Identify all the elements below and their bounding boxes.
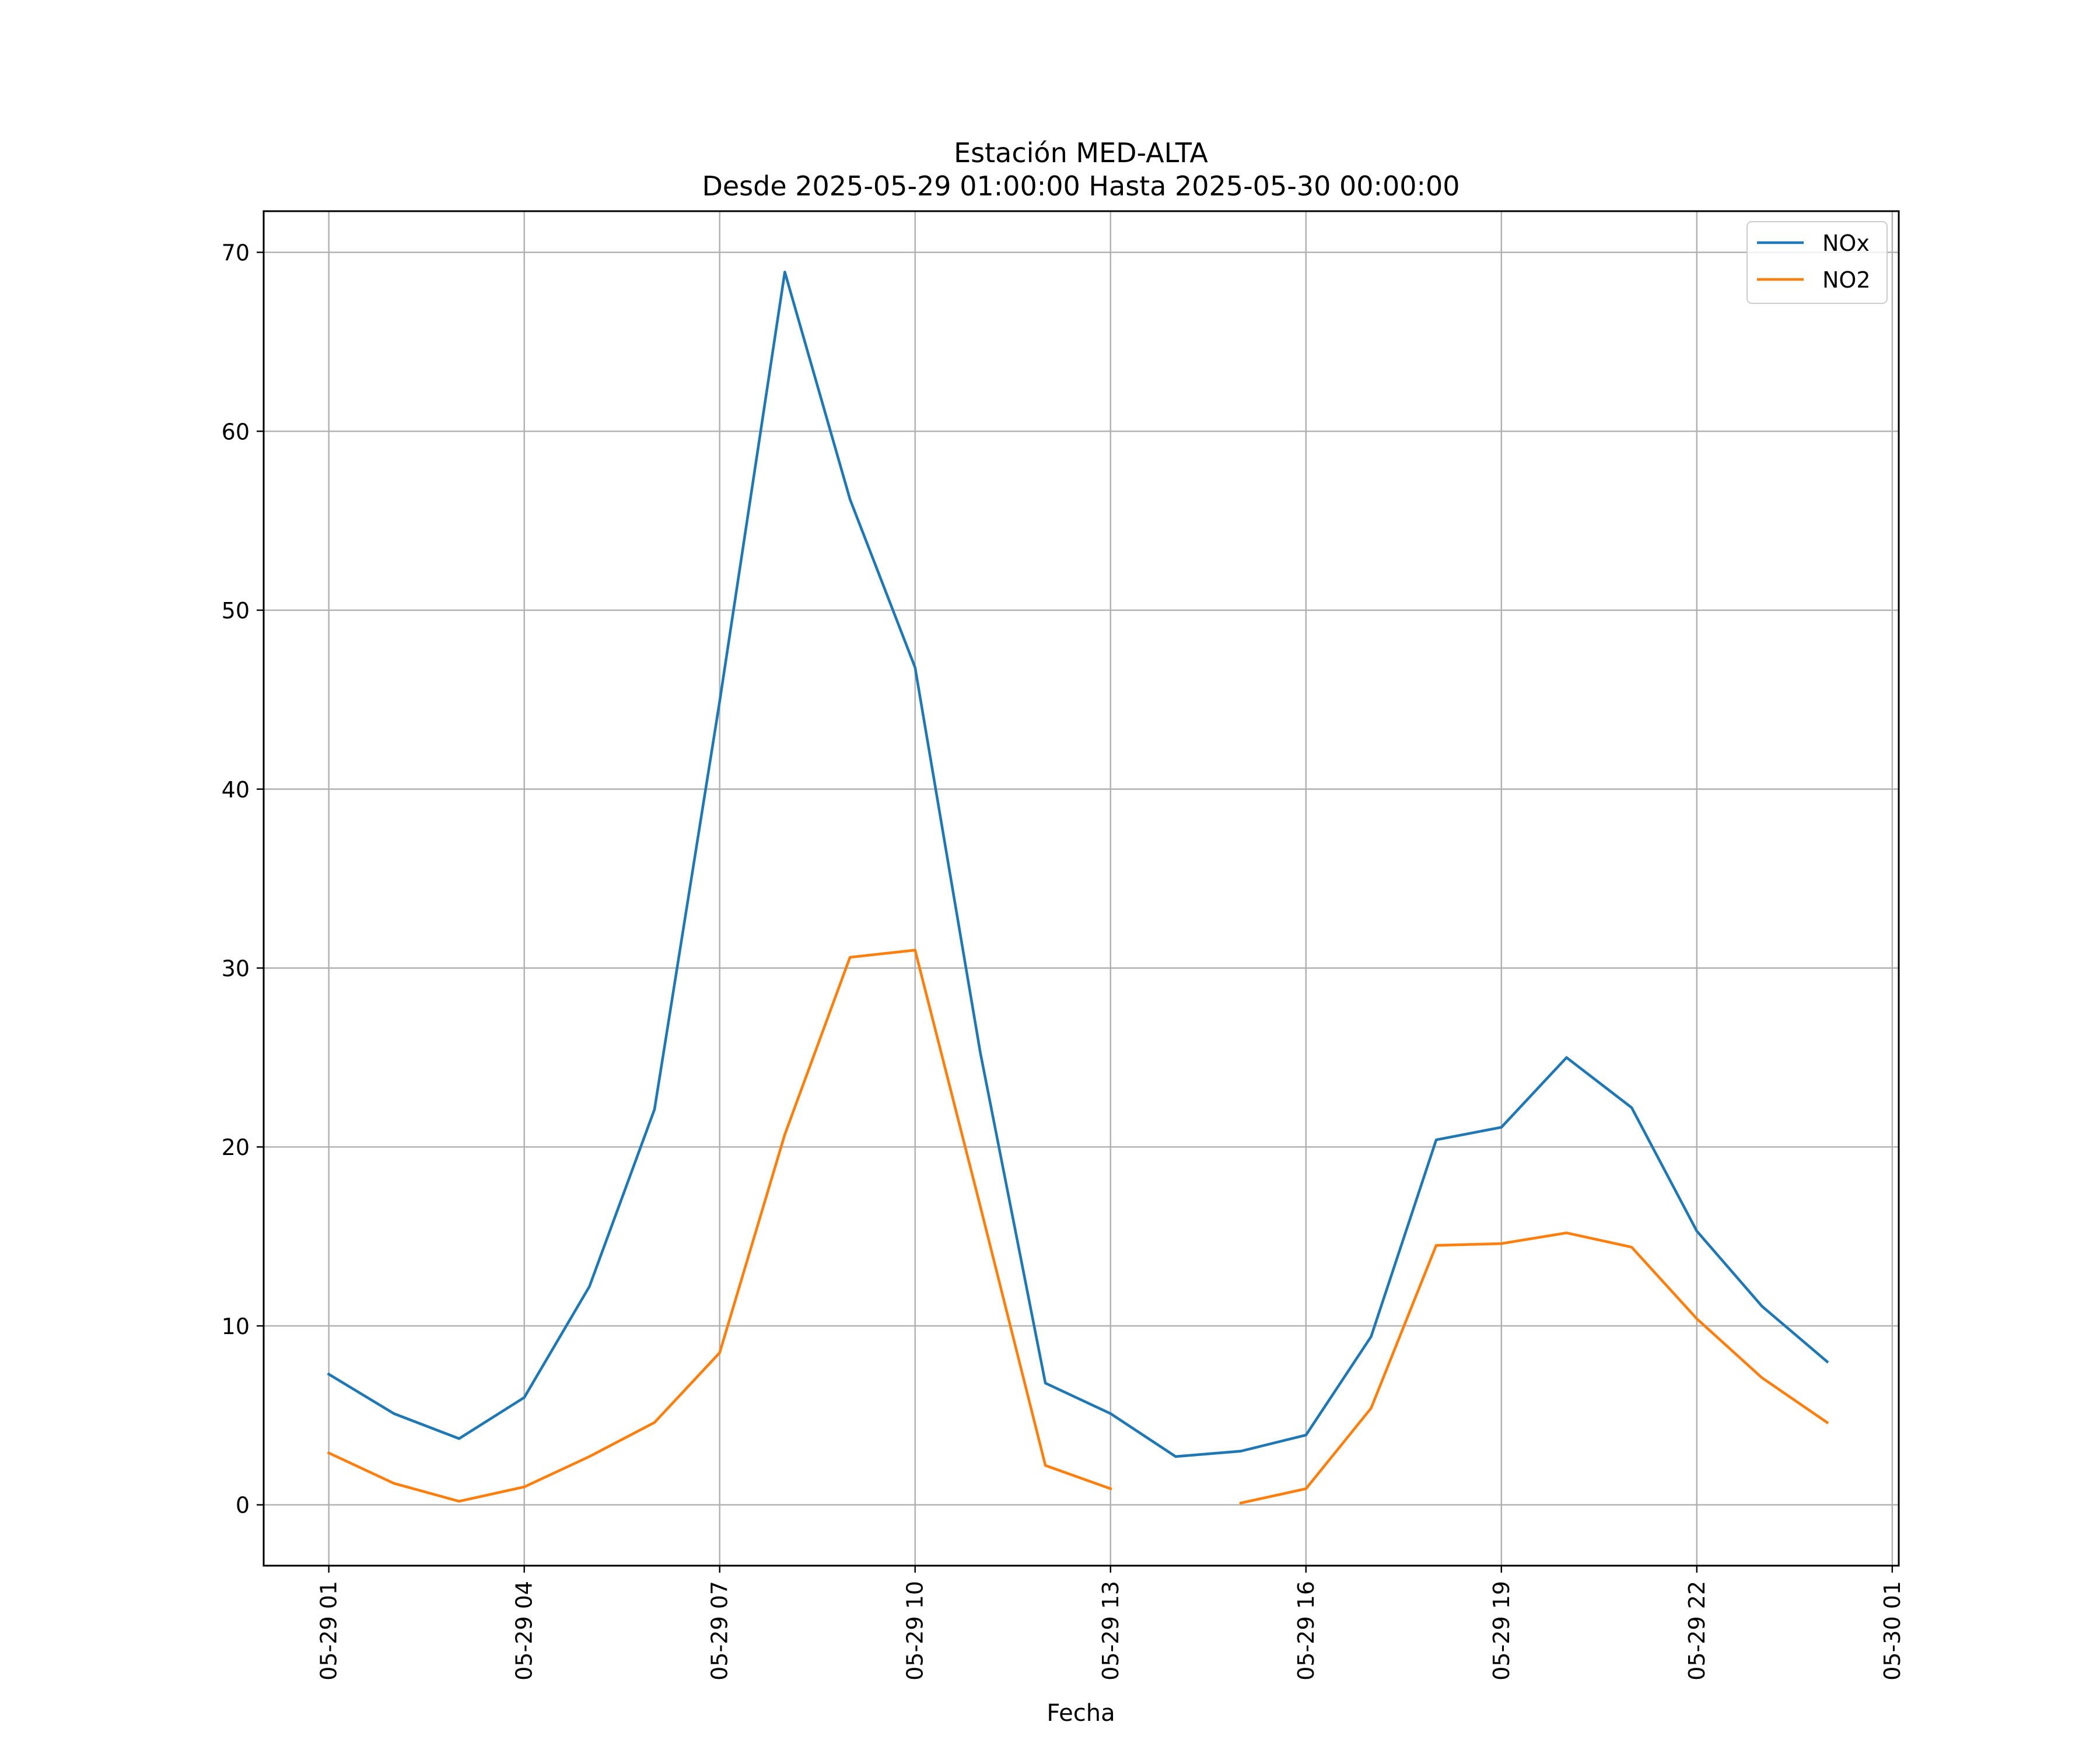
legend-label-no2: NO2	[1822, 267, 1871, 293]
x-tick-label: 05-29 16	[1293, 1581, 1319, 1681]
y-tick-label: 0	[236, 1493, 250, 1518]
x-axis-label: Fecha	[1046, 1700, 1115, 1727]
axis-ticks: 0 10 20 30 40 50 60 70 05-29 01 05-29 04 05-29 07 0…	[222, 240, 1905, 1681]
x-tick-label: 05-29 04	[512, 1581, 537, 1681]
grid	[264, 211, 1899, 1566]
chart-subtitle: Desde 2025-05-29 01:00:00 Hasta 2025-05-…	[702, 170, 1460, 202]
y-tick-label: 70	[222, 240, 250, 266]
y-tick-label: 40	[222, 777, 250, 803]
legend-label-nox: NOx	[1822, 230, 1870, 256]
series-line-nox	[327, 271, 1829, 1458]
series-lines	[327, 271, 1829, 1505]
plot-frame	[262, 210, 1900, 1567]
chart-title: Estación MED-ALTA	[954, 137, 1208, 169]
x-tick-label: 05-29 22	[1684, 1581, 1710, 1681]
y-tick-label: 30	[222, 956, 250, 981]
series-line-no2	[327, 949, 1829, 1505]
x-tick-label: 05-29 10	[902, 1581, 928, 1681]
x-tick-label: 05-29 13	[1098, 1581, 1124, 1681]
y-tick-label: 10	[222, 1314, 250, 1339]
legend: NOx NO2	[1746, 221, 1888, 304]
x-tick-label: 05-29 07	[707, 1581, 733, 1681]
x-tick-label: 05-29 19	[1489, 1581, 1514, 1681]
y-tick-label: 50	[222, 598, 250, 624]
x-tick-label: 05-29 01	[316, 1581, 342, 1681]
y-tick-label: 20	[222, 1135, 250, 1160]
x-tick-label: 05-30 01	[1880, 1581, 1905, 1681]
y-tick-label: 60	[222, 419, 250, 444]
